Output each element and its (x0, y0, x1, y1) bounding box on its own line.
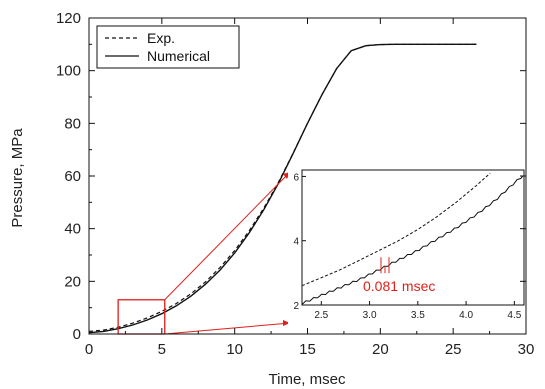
inset-x-tick-label: 4.0 (459, 310, 473, 321)
y-axis-label: Pressure, MPa (9, 128, 26, 228)
inset-x-tick-label: 3.5 (411, 310, 425, 321)
inset-frame (301, 169, 525, 306)
y-tick-label: 120 (56, 10, 81, 27)
x-tick-label: 20 (372, 341, 389, 358)
x-tick-label: 30 (518, 341, 535, 358)
y-tick-label: 100 (56, 63, 81, 80)
x-tick-label: 25 (445, 341, 462, 358)
annotation-label: 0.081 msec (363, 278, 435, 294)
x-tick-label: 15 (299, 341, 316, 358)
inset-x-tick-label: 2.5 (314, 310, 328, 321)
legend-label: Exp. (147, 30, 175, 46)
connector-arrowhead-bottom (283, 320, 290, 326)
y-tick-label: 60 (64, 168, 81, 185)
x-tick-label: 0 (85, 341, 93, 358)
x-tick-label: 5 (158, 341, 166, 358)
inset-series-numerical-line (301, 175, 524, 305)
inset-series-exp-line (301, 172, 491, 287)
connector-line-top (164, 171, 291, 301)
y-tick-label: 80 (64, 115, 81, 132)
connector-line-bottom (164, 322, 291, 335)
y-tick-label: 0 (73, 326, 81, 343)
inset-y-tick-label: 4 (293, 237, 299, 248)
inset-x-tick-label: 4.5 (507, 310, 521, 321)
x-axis-label: Time, msec (269, 371, 346, 388)
inset-x-tick-label: 3.0 (363, 310, 377, 321)
inset-y-tick-label: 6 (293, 172, 299, 183)
legend-label: Numerical (147, 48, 210, 64)
y-tick-label: 20 (64, 273, 81, 290)
zoom-box (117, 299, 166, 335)
x-tick-label: 10 (226, 341, 243, 358)
y-tick-label: 40 (64, 221, 81, 238)
legend-box (96, 25, 240, 69)
inset-y-tick-label: 2 (293, 301, 299, 312)
